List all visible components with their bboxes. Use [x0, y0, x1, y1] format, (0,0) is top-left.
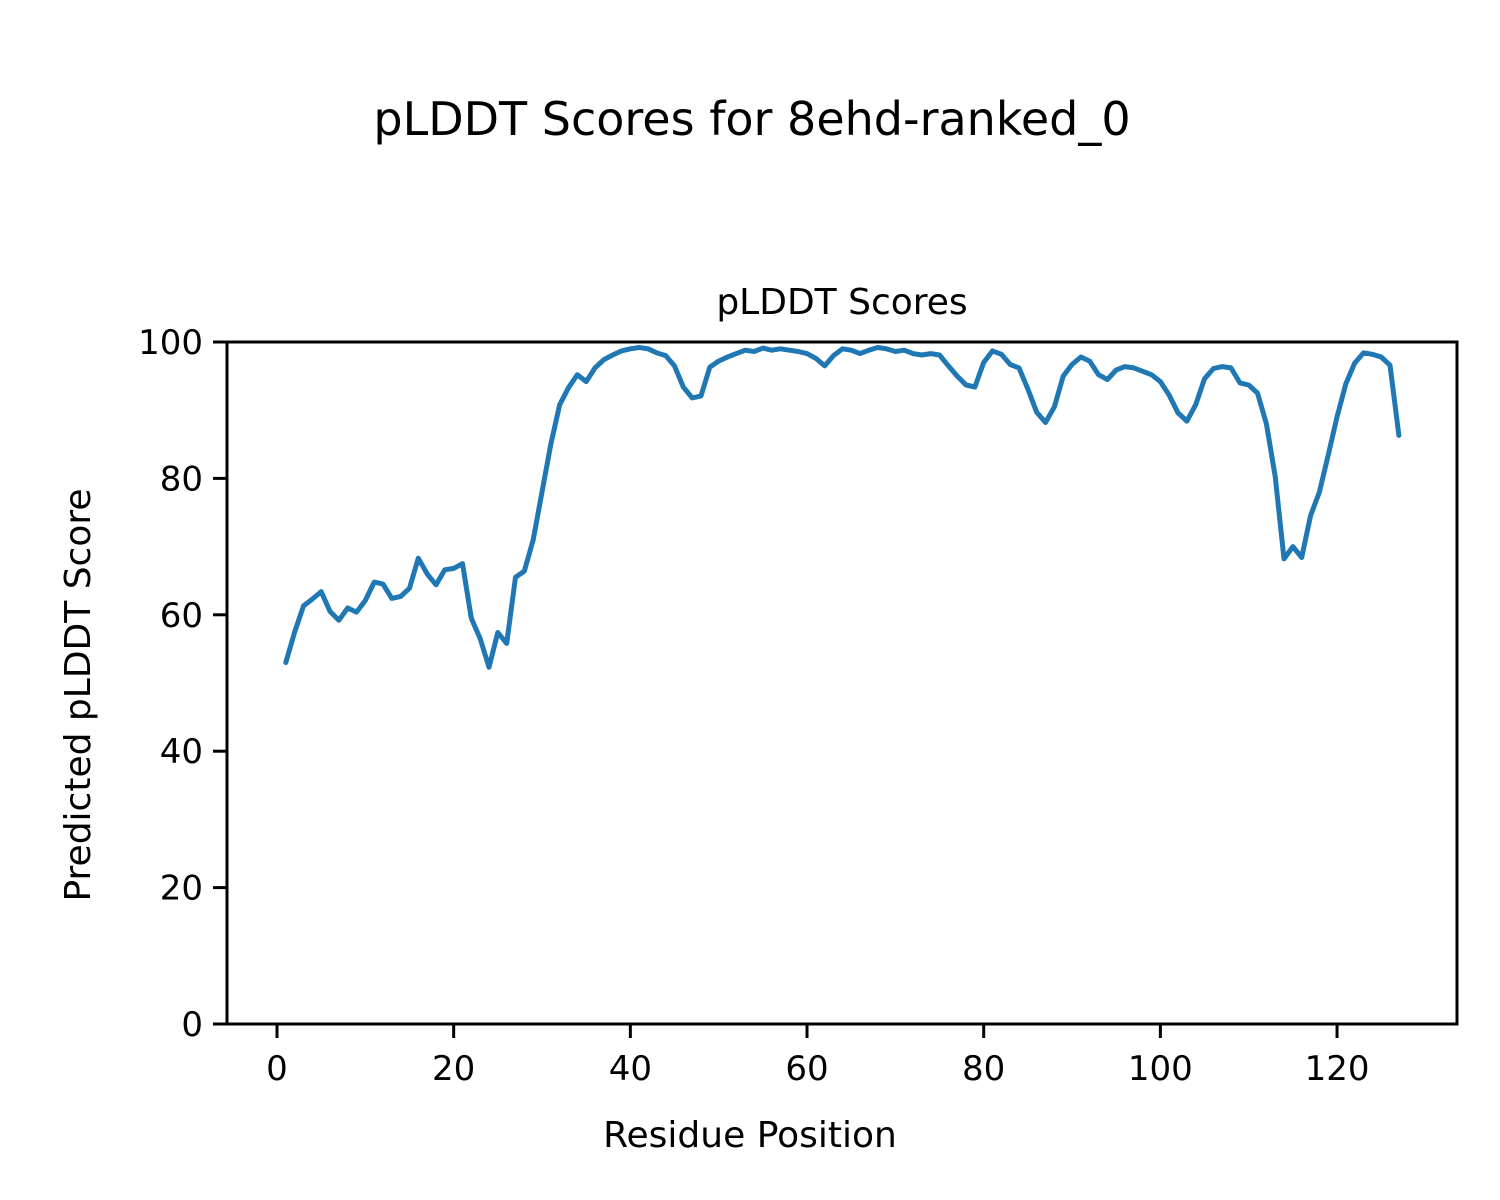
- y-axis-label: Predicted pLDDT Score: [58, 488, 99, 901]
- x-axis-ticks: 0 20 40 60 80 100 120: [266, 1024, 1369, 1089]
- x-tick-label: 80: [962, 1049, 1005, 1089]
- plot-area: [225, 340, 1459, 1026]
- x-axis-label: Residue Position: [603, 1115, 897, 1156]
- y-tick-label: 60: [160, 596, 203, 636]
- x-tick-label: 120: [1305, 1049, 1370, 1089]
- x-tick-label: 0: [266, 1049, 288, 1089]
- y-tick-label: 20: [160, 869, 203, 909]
- x-tick-label: 40: [609, 1049, 652, 1089]
- x-tick-label: 20: [432, 1049, 475, 1089]
- plddt-line: [283, 345, 1402, 670]
- y-tick-label: 80: [160, 459, 203, 499]
- x-tick-label: 100: [1128, 1049, 1193, 1089]
- y-axis-ticks: 0 20 40 60 80 100: [138, 323, 227, 1045]
- y-tick-label: 0: [181, 1005, 203, 1045]
- y-tick-label: 40: [160, 732, 203, 772]
- axes-title: pLDDT Scores: [716, 282, 967, 323]
- y-tick-label: 100: [138, 323, 203, 363]
- x-tick-label: 60: [785, 1049, 828, 1089]
- figure-title: pLDDT Scores for 8ehd-ranked_0: [373, 92, 1130, 146]
